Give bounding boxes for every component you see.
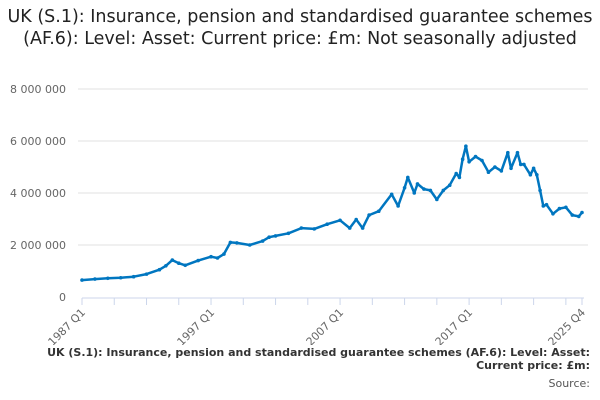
data-point[interactable]: [457, 175, 462, 180]
data-point[interactable]: [222, 252, 226, 256]
data-point[interactable]: [228, 240, 233, 245]
data-point[interactable]: [247, 243, 252, 247]
data-point[interactable]: [535, 173, 539, 177]
data-point[interactable]: [412, 191, 417, 195]
chart-title: UK (S.1): Insurance, pension and standar…: [7, 7, 593, 49]
data-point[interactable]: [509, 166, 513, 171]
data-point[interactable]: [499, 169, 504, 173]
data-point[interactable]: [518, 162, 523, 167]
data-point[interactable]: [131, 274, 136, 279]
data-point[interactable]: [570, 213, 575, 217]
data-point[interactable]: [144, 272, 149, 276]
data-point[interactable]: [347, 226, 352, 230]
data-point[interactable]: [260, 239, 265, 243]
data-point[interactable]: [538, 188, 542, 193]
y-tick-label: 8 000 000: [10, 83, 66, 96]
data-point[interactable]: [467, 160, 471, 164]
data-point[interactable]: [473, 154, 478, 159]
data-point[interactable]: [580, 210, 584, 215]
line-chart: 0 2 000 000 4 000 000 6 000 000 8 000 000 19…: [10, 83, 589, 345]
data-point[interactable]: [406, 175, 410, 180]
data-point[interactable]: [506, 150, 510, 155]
data-point[interactable]: [486, 170, 491, 174]
y-tick-label: 6 000 000: [10, 135, 66, 148]
data-point[interactable]: [515, 150, 520, 155]
data-point[interactable]: [286, 231, 291, 236]
data-point[interactable]: [157, 267, 162, 272]
data-point[interactable]: [176, 261, 181, 266]
x-tick-label: 2025 Q4: [546, 306, 589, 345]
data-point[interactable]: [402, 186, 407, 190]
data-point[interactable]: [267, 235, 271, 239]
data-point[interactable]: [422, 187, 426, 191]
data-point[interactable]: [376, 209, 381, 213]
x-tick-label: 2017 Q1: [433, 306, 476, 345]
y-tick-label: 4 000 000: [10, 187, 66, 200]
data-point[interactable]: [522, 162, 526, 167]
data-point[interactable]: [354, 217, 358, 222]
data-point[interactable]: [170, 258, 175, 262]
data-point[interactable]: [215, 256, 220, 260]
data-point[interactable]: [544, 202, 549, 207]
data-point[interactable]: [435, 197, 439, 202]
x-tick-label: 2007 Q1: [304, 306, 347, 345]
data-point[interactable]: [299, 226, 304, 230]
data-point[interactable]: [541, 204, 546, 208]
y-tick-label: 2 000 000: [10, 239, 66, 252]
data-point[interactable]: [367, 213, 371, 217]
data-point[interactable]: [551, 212, 555, 216]
data-point[interactable]: [557, 206, 562, 211]
data-point[interactable]: [460, 157, 465, 161]
data-point[interactable]: [447, 183, 452, 187]
data-point[interactable]: [528, 173, 533, 177]
data-point[interactable]: [564, 205, 568, 210]
data-point[interactable]: [464, 144, 468, 148]
data-point[interactable]: [164, 264, 168, 268]
data-point[interactable]: [454, 171, 458, 176]
data-point[interactable]: [360, 226, 365, 230]
data-point[interactable]: [209, 254, 213, 259]
data-point[interactable]: [183, 263, 188, 268]
data-point[interactable]: [235, 241, 239, 245]
data-point[interactable]: [576, 214, 581, 219]
data-point[interactable]: [196, 258, 200, 263]
data-point[interactable]: [118, 275, 123, 280]
data-point[interactable]: [480, 158, 484, 163]
data-point[interactable]: [415, 182, 420, 186]
data-point[interactable]: [80, 278, 84, 282]
data-point[interactable]: [338, 218, 342, 223]
x-tick-label: 1987 Q1: [46, 306, 89, 345]
data-point[interactable]: [312, 227, 317, 231]
chart-subtitle: UK (S.1): Insurance, pension and standar…: [47, 346, 590, 372]
data-point[interactable]: [273, 234, 278, 238]
source-label: Source:: [548, 377, 591, 390]
data-point[interactable]: [389, 192, 394, 197]
y-tick-label: 0: [59, 291, 66, 304]
data-point[interactable]: [106, 276, 110, 281]
data-point[interactable]: [493, 165, 497, 169]
data-point[interactable]: [428, 188, 433, 193]
series-line: [81, 144, 583, 282]
data-point[interactable]: [441, 188, 446, 193]
data-point[interactable]: [325, 222, 329, 226]
data-point[interactable]: [531, 166, 536, 171]
x-tick-label: 1997 Q1: [175, 306, 218, 345]
data-point[interactable]: [396, 204, 400, 208]
data-point[interactable]: [93, 277, 97, 281]
